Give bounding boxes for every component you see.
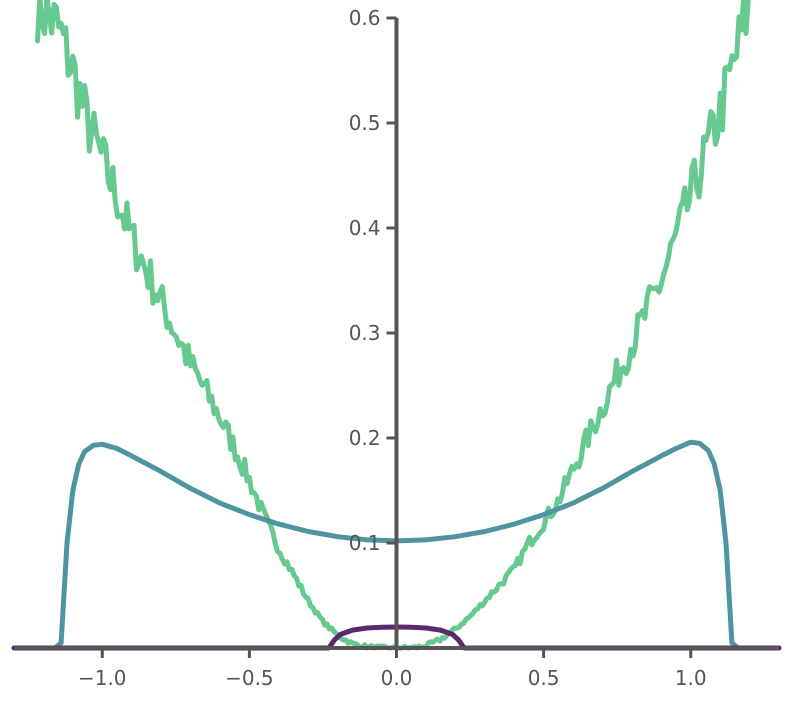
x-tick-label: 1.0 <box>675 666 707 690</box>
y-tick-label: 0.2 <box>349 426 381 450</box>
x-tick-label: −0.5 <box>225 666 274 690</box>
y-tick-label: 0.3 <box>349 321 381 345</box>
series-line-1 <box>35 0 751 651</box>
y-tick-label: 0.6 <box>349 6 381 30</box>
y-tick-label: 0.4 <box>349 216 381 240</box>
y-tick-label: 0.5 <box>349 111 381 135</box>
axis-layer: −1.0 −0.5 0.0 0.5 1.0 0.1 0.2 0.3 0.4 0.5 0.6 <box>14 6 779 690</box>
x-tick-label: −1.0 <box>78 666 127 690</box>
x-tick-label: 0.5 <box>528 666 560 690</box>
y-tick-label: 0.1 <box>349 531 381 555</box>
x-tick-label: 0.0 <box>381 666 413 690</box>
